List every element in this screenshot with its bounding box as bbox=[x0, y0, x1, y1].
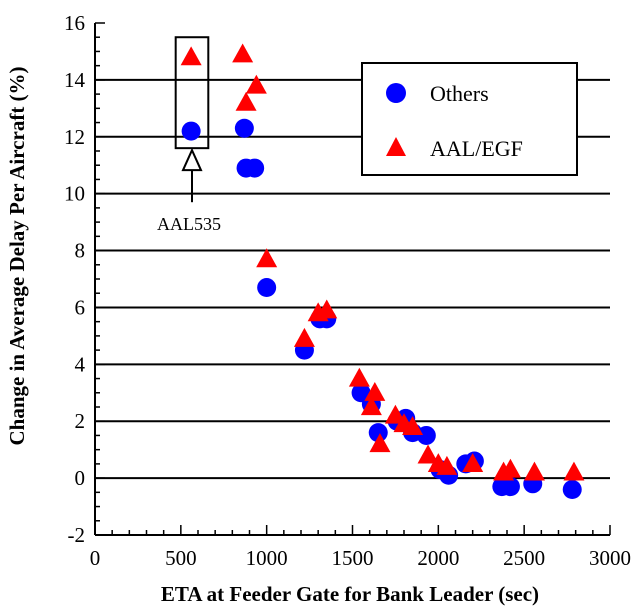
y-tick-label: 12 bbox=[64, 125, 85, 149]
grid-lines bbox=[95, 78, 610, 480]
y-tick-label: 16 bbox=[64, 11, 85, 35]
point-aal-egf bbox=[417, 444, 439, 464]
point-aal-egf bbox=[293, 327, 315, 347]
legend-box bbox=[361, 62, 578, 176]
annotation-arrow-head bbox=[181, 147, 203, 172]
y-tick-label: 6 bbox=[75, 295, 86, 319]
point-aal-egf bbox=[316, 299, 338, 319]
y-tick-label: 2 bbox=[75, 409, 86, 433]
point-aal-egf bbox=[256, 248, 278, 268]
legend: Others AAL/EGF bbox=[361, 62, 578, 176]
point-others bbox=[245, 158, 265, 178]
point-aal-egf bbox=[369, 433, 391, 453]
point-aal-egf bbox=[235, 91, 257, 111]
point-aal-egf bbox=[364, 381, 386, 401]
y-tick-label: 14 bbox=[64, 68, 86, 92]
point-aal-egf bbox=[360, 396, 382, 416]
y-tick-label: 10 bbox=[64, 182, 85, 206]
x-axis-title: ETA at Feeder Gate for Bank Leader (sec) bbox=[161, 582, 539, 606]
annotation-label: AAL535 bbox=[157, 214, 221, 234]
point-others bbox=[416, 425, 436, 445]
point-aal-egf bbox=[384, 404, 406, 424]
x-tick-labels: 0 500 1000 1500 2000 2500 3000 bbox=[90, 546, 631, 570]
tick-marks bbox=[94, 22, 611, 536]
point-aal-egf bbox=[402, 416, 424, 436]
y-tick-label: 4 bbox=[75, 352, 86, 376]
y-tick-labels: -2 0 2 4 6 8 10 12 14 16 bbox=[64, 11, 86, 547]
y-tick-label: 8 bbox=[75, 239, 86, 263]
point-aal-egf bbox=[180, 46, 202, 66]
point-others bbox=[368, 423, 388, 443]
point-aal-egf bbox=[523, 461, 545, 481]
x-tick-label: 0 bbox=[90, 546, 101, 570]
point-aal-egf bbox=[436, 455, 458, 475]
x-tick-label: 1000 bbox=[246, 546, 288, 570]
point-aal-egf bbox=[462, 453, 484, 472]
point-others bbox=[257, 278, 277, 298]
legend-label-aal-egf: AAL/EGF bbox=[430, 136, 523, 161]
x-tick-label: 1500 bbox=[332, 546, 374, 570]
point-others bbox=[562, 479, 582, 499]
y-axis-title: Change in Average Delay Per Aircraft (%) bbox=[5, 66, 29, 445]
y-tick-label: 0 bbox=[75, 466, 86, 490]
point-aal-egf bbox=[499, 458, 521, 478]
point-others bbox=[500, 477, 520, 497]
y-tick-label: -2 bbox=[68, 523, 86, 547]
point-others bbox=[181, 121, 201, 141]
point-aal-egf bbox=[563, 461, 585, 481]
point-others bbox=[234, 118, 254, 138]
x-tick-label: 3000 bbox=[589, 546, 631, 570]
x-tick-label: 500 bbox=[165, 546, 197, 570]
data-points bbox=[180, 43, 585, 499]
point-aal-egf bbox=[245, 74, 267, 94]
x-tick-label: 2000 bbox=[417, 546, 459, 570]
legend-label-others: Others bbox=[430, 81, 489, 106]
point-aal-egf bbox=[232, 43, 254, 63]
legend-marker-others bbox=[386, 83, 406, 103]
x-tick-label: 2500 bbox=[503, 546, 545, 570]
annotation: AAL535 bbox=[157, 36, 221, 234]
point-aal-egf bbox=[348, 367, 370, 387]
legend-marker-aal-egf bbox=[386, 137, 406, 156]
